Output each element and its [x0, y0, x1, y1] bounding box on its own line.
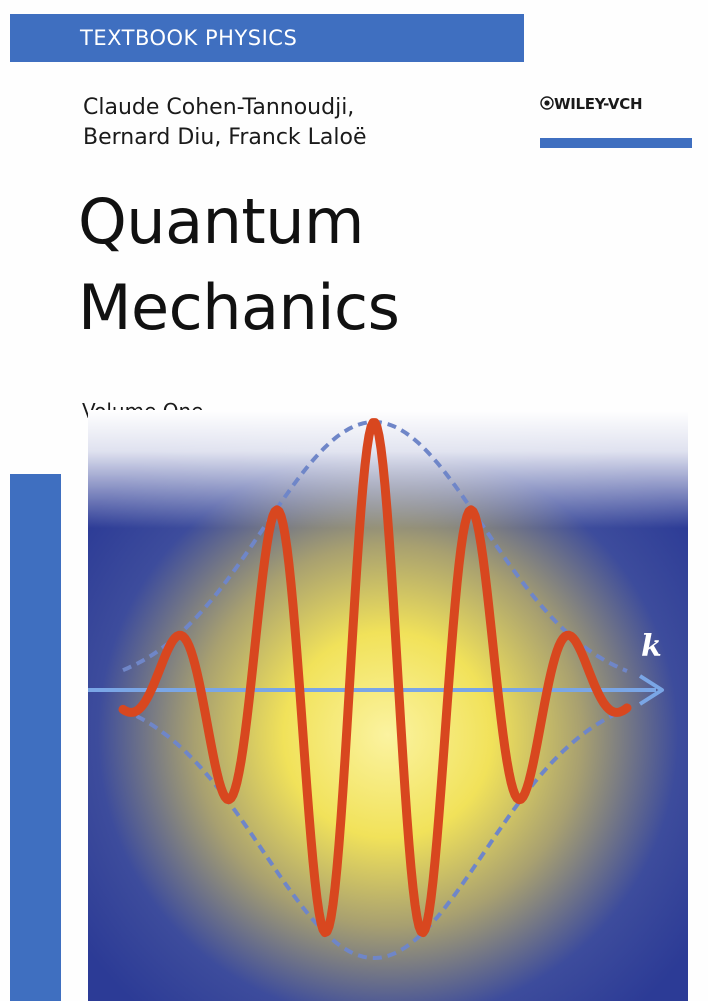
- publisher-bar: [540, 138, 692, 148]
- title-line-2: Mechanics: [78, 271, 400, 344]
- publisher-name: WILEY-VCH: [554, 95, 643, 113]
- wiley-seal-icon: [540, 96, 554, 110]
- k-axis-arrowhead: [638, 674, 664, 706]
- envelope-lower: [122, 707, 628, 960]
- axis-label-k: k: [641, 629, 662, 664]
- series-band: [10, 14, 524, 62]
- author-line-2: Bernard Diu, Franck Laloë: [83, 125, 367, 150]
- series-label: TEXTBOOK PHYSICS: [80, 26, 298, 50]
- title-line-1: Quantum: [78, 185, 364, 258]
- publisher-logo: WILEY-VCH: [540, 94, 643, 114]
- author-line-1: Claude Cohen-Tannoudji,: [83, 95, 355, 120]
- left-accent-bar: [10, 474, 61, 1001]
- wave-packet-illustration: [88, 410, 688, 1001]
- wave-curve: [118, 418, 632, 938]
